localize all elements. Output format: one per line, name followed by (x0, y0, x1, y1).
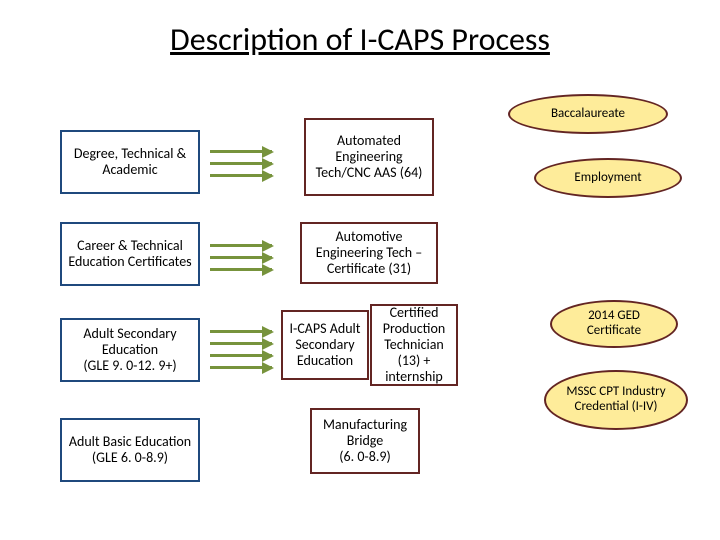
outcome-ellipse: Employment (534, 158, 682, 198)
flow-arrow (210, 150, 272, 153)
flow-arrow (210, 244, 272, 247)
flow-arrow (210, 268, 272, 271)
outcome-ellipse: MSSC CPT Industry Credential (I-IV) (544, 370, 688, 430)
left-box: Career & Technical Education Certificate… (60, 222, 200, 286)
flow-arrow (210, 256, 272, 259)
center-box: Automated Engineering Tech/CNC AAS (64) (304, 118, 434, 196)
page-title: Description of I-CAPS Process (0, 20, 720, 59)
flow-arrow (210, 366, 272, 369)
center-box: Automotive Engineering Tech – Certificat… (300, 222, 438, 284)
flow-arrow (210, 174, 272, 177)
flow-arrow (210, 342, 272, 345)
left-box: Adult Secondary Education(GLE 9. 0-12. 9… (60, 318, 200, 382)
flow-arrow (210, 162, 272, 165)
flow-arrow (210, 354, 272, 357)
center-box: Certified Production Technician (13) + i… (370, 304, 458, 386)
left-box: Degree, Technical & Academic (60, 130, 200, 194)
center-box: I-CAPS Adult Secondary Education (281, 310, 369, 380)
outcome-ellipse: 2014 GED Certificate (550, 300, 678, 348)
flow-arrow (210, 330, 272, 333)
outcome-ellipse: Baccalaureate (508, 94, 668, 134)
left-box: Adult Basic Education(GLE 6. 0-8.9) (60, 418, 200, 482)
center-box: Manufacturing Bridge(6. 0-8.9) (310, 408, 420, 474)
